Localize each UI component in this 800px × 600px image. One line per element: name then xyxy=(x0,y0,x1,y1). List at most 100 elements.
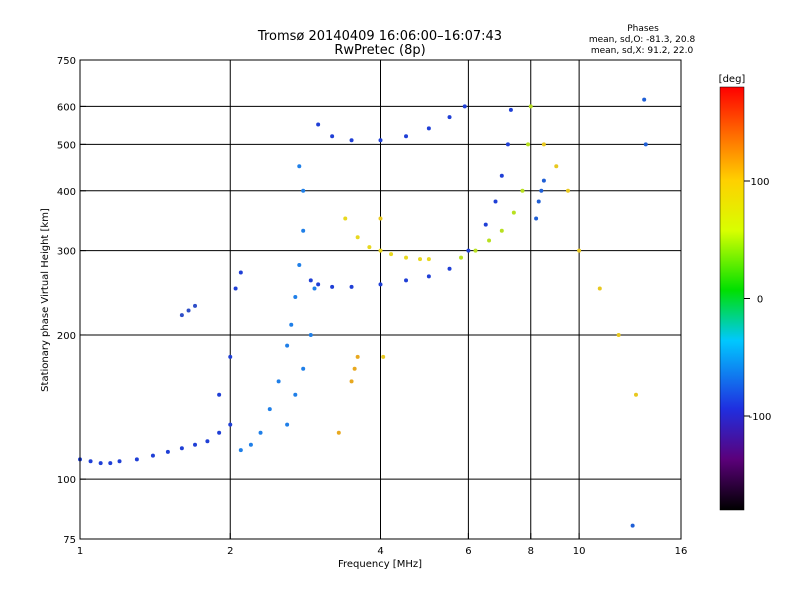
data-point xyxy=(316,122,321,127)
data-point xyxy=(238,448,243,453)
chart-title: Tromsø 20140409 16:06:00–16:07:43 xyxy=(257,29,502,44)
y-tick-label: 300 xyxy=(57,247,76,258)
data-point xyxy=(258,430,263,435)
data-point xyxy=(404,255,409,260)
data-point xyxy=(633,392,638,397)
data-point xyxy=(312,286,317,291)
colorbar xyxy=(719,86,745,511)
data-point xyxy=(508,107,513,112)
x-tick-label: 1 xyxy=(77,546,83,557)
data-point xyxy=(293,295,298,300)
data-point xyxy=(343,216,348,221)
y-tick-label: 400 xyxy=(57,187,76,198)
data-point xyxy=(301,188,306,193)
data-point xyxy=(297,262,302,267)
data-point xyxy=(541,178,546,183)
data-point xyxy=(108,461,113,466)
data-point xyxy=(378,138,383,143)
data-point xyxy=(447,115,452,120)
data-point xyxy=(150,453,155,458)
y-tick-label: 200 xyxy=(57,331,76,342)
data-point xyxy=(554,164,559,169)
colorbar-tick-label: 100 xyxy=(750,177,769,188)
data-point xyxy=(426,257,431,262)
colorbar-ticks: 100 0 -100 xyxy=(744,177,771,423)
data-point xyxy=(193,303,198,308)
data-point xyxy=(630,523,635,528)
data-point xyxy=(355,235,360,240)
data-point xyxy=(616,332,621,337)
x-tick-label: 8 xyxy=(528,546,534,557)
data-point xyxy=(293,392,298,397)
data-point xyxy=(316,282,321,287)
data-point xyxy=(528,104,533,109)
data-point xyxy=(367,245,372,250)
data-point xyxy=(179,313,184,318)
data-point xyxy=(459,255,464,260)
data-point xyxy=(577,248,582,253)
data-point xyxy=(466,248,471,253)
data-point xyxy=(426,126,431,131)
data-point xyxy=(534,216,539,221)
data-point xyxy=(389,252,394,257)
y-tick-label: 75 xyxy=(63,535,76,546)
data-point xyxy=(301,228,306,233)
data-point xyxy=(483,222,488,227)
data-point xyxy=(541,142,546,147)
data-point xyxy=(301,366,306,371)
phases-heading: Phases xyxy=(627,24,659,34)
data-point xyxy=(526,142,531,147)
data-point xyxy=(447,266,452,271)
data-point xyxy=(352,366,357,371)
data-point xyxy=(597,286,602,291)
data-point xyxy=(267,407,272,412)
x-tick-label: 16 xyxy=(675,546,688,557)
data-point xyxy=(289,322,294,327)
x-axis: 1 2 4 6 8 10 16 xyxy=(77,533,688,557)
y-tick-label: 750 xyxy=(57,56,76,67)
x-tick-label: 10 xyxy=(573,546,586,557)
data-point xyxy=(308,332,313,337)
data-point xyxy=(248,442,253,447)
data-point xyxy=(134,457,139,462)
data-point xyxy=(355,354,360,359)
data-point xyxy=(98,461,103,466)
colorbar-tick-label: -100 xyxy=(749,412,772,423)
data-point xyxy=(418,257,423,262)
data-point xyxy=(349,138,354,143)
data-point xyxy=(233,286,238,291)
data-point xyxy=(179,446,184,451)
x-axis-label: Frequency [MHz] xyxy=(338,559,422,570)
data-point xyxy=(117,459,122,464)
data-point xyxy=(205,439,210,444)
data-point xyxy=(217,430,222,435)
y-tick-label: 100 xyxy=(57,475,76,486)
data-point xyxy=(643,142,648,147)
phases-o-stats: mean, sd,O: -81.3, 20.8 xyxy=(589,35,696,45)
data-point xyxy=(165,449,170,454)
data-point xyxy=(520,188,525,193)
colorbar-tick-label: 0 xyxy=(757,295,763,306)
x-tick-label: 2 xyxy=(227,546,233,557)
data-point xyxy=(285,422,290,427)
data-point xyxy=(217,392,222,397)
data-point xyxy=(297,164,302,169)
y-tick-label: 500 xyxy=(57,140,76,151)
data-point xyxy=(88,459,93,464)
data-point xyxy=(536,199,541,204)
data-point xyxy=(505,142,510,147)
data-point xyxy=(487,238,492,243)
data-point xyxy=(238,270,243,275)
data-point xyxy=(276,379,281,384)
data-point xyxy=(539,188,544,193)
data-point xyxy=(378,248,383,253)
data-point xyxy=(228,354,233,359)
data-point xyxy=(493,199,498,204)
data-point xyxy=(378,282,383,287)
chart-subtitle: RwPretec (8p) xyxy=(334,43,425,58)
data-point xyxy=(381,354,386,359)
y-axis: 75 100 200 300 400 500 600 750 xyxy=(57,56,86,546)
data-point xyxy=(186,308,191,313)
